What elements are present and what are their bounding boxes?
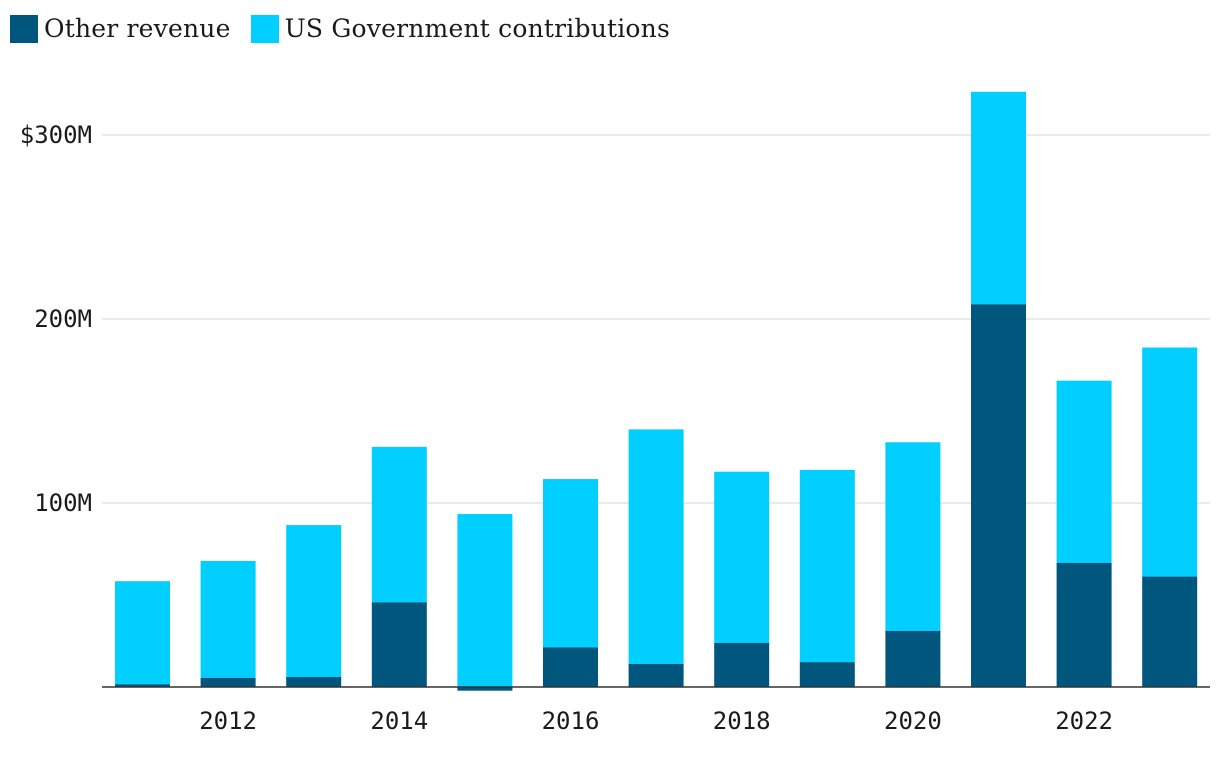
bar-other-revenue-2011 (115, 684, 170, 687)
bar-us-government-2018 (714, 471, 770, 643)
bar-us-government-2015 (457, 514, 513, 687)
bar-us-government-2021 (971, 91, 1026, 305)
bar-other-revenue-2021 (971, 304, 1026, 687)
legend-item-other-revenue: Other revenue (10, 14, 231, 43)
x-tick-label-2014: 2014 (370, 707, 428, 735)
bar-other-revenue-2018 (714, 642, 770, 687)
bar-us-government-2016 (543, 479, 598, 648)
bar-us-government-2020 (885, 442, 941, 631)
bar-us-government-2011 (115, 581, 170, 685)
bar-other-revenue-2019 (799, 662, 855, 687)
y-tick-label: $300M (20, 121, 92, 149)
bar-other-revenue-2014 (371, 602, 427, 687)
bars (115, 91, 1198, 691)
y-tick-label: 100M (34, 489, 92, 517)
legend-swatch-other-revenue (10, 14, 38, 43)
x-axis-labels: 2012 2014 2016 2018 2020 2022 (199, 707, 1113, 735)
x-tick-label-2018: 2018 (713, 707, 771, 735)
bar-us-government-2022 (1056, 380, 1112, 563)
bar-us-government-2014 (371, 446, 427, 603)
bar-other-revenue-2023 (1142, 576, 1198, 687)
legend-label-us-government: US Government contributions (284, 14, 671, 43)
bar-other-revenue-2017 (628, 664, 684, 687)
bar-us-government-2017 (628, 429, 684, 664)
bar-other-revenue-2016 (543, 647, 598, 687)
bar-other-revenue-2013 (286, 676, 342, 687)
y-axis-labels: 100M 200M $300M (20, 121, 92, 517)
bar-us-government-2013 (286, 525, 342, 677)
legend-label-other-revenue: Other revenue (44, 14, 231, 43)
legend-swatch-us-government (250, 14, 279, 43)
x-tick-label-2012: 2012 (199, 707, 257, 735)
bar-other-revenue-2012 (200, 677, 256, 687)
bar-other-revenue-2020 (885, 630, 941, 687)
bar-us-government-2012 (200, 560, 256, 678)
bar-other-revenue-2022 (1056, 562, 1112, 687)
legend: Other revenue US Government contribution… (10, 14, 670, 43)
x-tick-label-2020: 2020 (884, 707, 942, 735)
bar-other-revenue-2015 (457, 687, 513, 691)
legend-item-us-government: US Government contributions (250, 14, 671, 43)
bar-us-government-2023 (1142, 347, 1198, 577)
x-tick-label-2016: 2016 (542, 707, 600, 735)
y-tick-label: 200M (34, 305, 92, 333)
x-tick-label-2022: 2022 (1055, 707, 1113, 735)
bar-us-government-2019 (799, 469, 855, 663)
